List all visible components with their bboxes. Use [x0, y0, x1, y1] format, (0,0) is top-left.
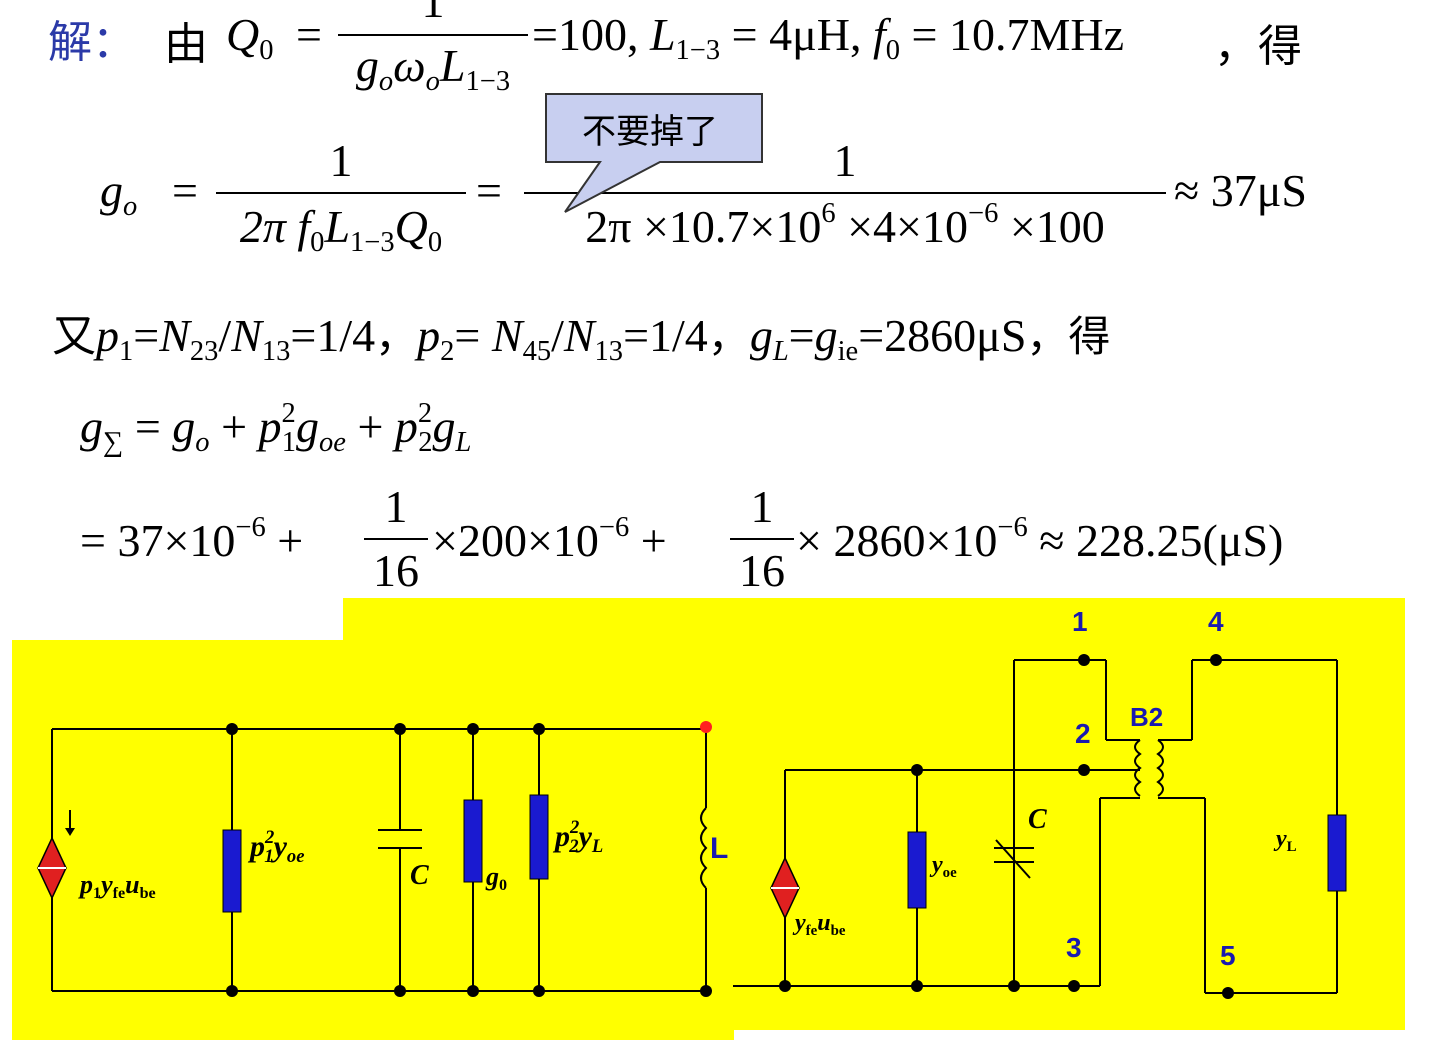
source-label-right: yfeube: [795, 910, 846, 939]
label-g0: g0: [486, 862, 508, 895]
right-circuit-components: [770, 654, 1347, 999]
equals: =: [476, 165, 502, 216]
line1-prefix: 由: [164, 19, 208, 70]
equation-line-2: go = 1 2π f0L1−3Q0 = 1 2π ×10.7×106 ×4×1…: [100, 130, 1400, 270]
resistor-p1-yoe: [222, 829, 242, 913]
equation-line-4: g∑ = go + p21goe + p22gL: [80, 398, 472, 459]
left-circuit: [51, 728, 708, 992]
line5-fraction-1: 1 16: [364, 476, 428, 602]
label-p1-yoe: p21yoe: [250, 826, 305, 867]
equals: =: [296, 9, 322, 60]
node-5: 5: [1220, 940, 1236, 971]
node-3: 3: [1066, 932, 1082, 963]
label-c-right: C: [1028, 804, 1047, 835]
line1-suffix: ，得: [1214, 21, 1302, 72]
line5-part-a: = 37×10−6 +: [80, 512, 304, 566]
transformer-label: B2: [1130, 702, 1164, 732]
terminal-dot-red: [700, 721, 712, 733]
source-label-left: p1yfeube: [80, 870, 156, 903]
go-fraction-1: 1 2π f0L1−3Q0: [216, 130, 466, 260]
resistor-yoe: [907, 831, 927, 909]
go-result: ≈ 37μS: [1174, 165, 1307, 216]
equation-line-3: 又p1=N23/N13=1/4，p2= N45/N13=1/4，gL=gie=2…: [52, 310, 1111, 368]
line5-part-c: × 2860×10−6 ≈ 228.25(μS): [796, 512, 1284, 566]
resistor-p2-yL: [529, 794, 549, 880]
resistor-yL: [1327, 814, 1347, 892]
node-1: 1: [1072, 606, 1088, 637]
solution-label: 解：: [48, 17, 136, 68]
resistor-g0: [463, 799, 483, 883]
node-4: 4: [1208, 606, 1224, 637]
equals: =: [172, 165, 198, 216]
equation-line-5: = 37×10−6 + 1 16 ×200×10−6 + 1 16 × 2860…: [80, 476, 1410, 606]
label-c-left: C: [410, 860, 429, 891]
label-p2-yL: p22yL: [555, 816, 604, 857]
go-symbol: go: [100, 165, 138, 223]
label-inductor: L: [710, 832, 729, 865]
line5-fraction-2: 1 16: [730, 476, 794, 602]
node-2: 2: [1075, 718, 1091, 749]
label-yL: yL: [1276, 826, 1297, 855]
q0-fraction: 1 goωoL1−3: [338, 0, 528, 96]
line5-part-b: ×200×10−6 +: [432, 512, 667, 566]
callout-text: 不要掉了: [582, 112, 718, 152]
label-yoe: yoe: [932, 852, 957, 881]
q0-symbol: Q0: [226, 9, 274, 67]
right-circuit-panel: [343, 598, 1405, 1030]
line1-values: =100, L1−3 = 4μH, f0 = 10.7MHz: [532, 9, 1125, 67]
left-circuit-components: [37, 721, 712, 997]
